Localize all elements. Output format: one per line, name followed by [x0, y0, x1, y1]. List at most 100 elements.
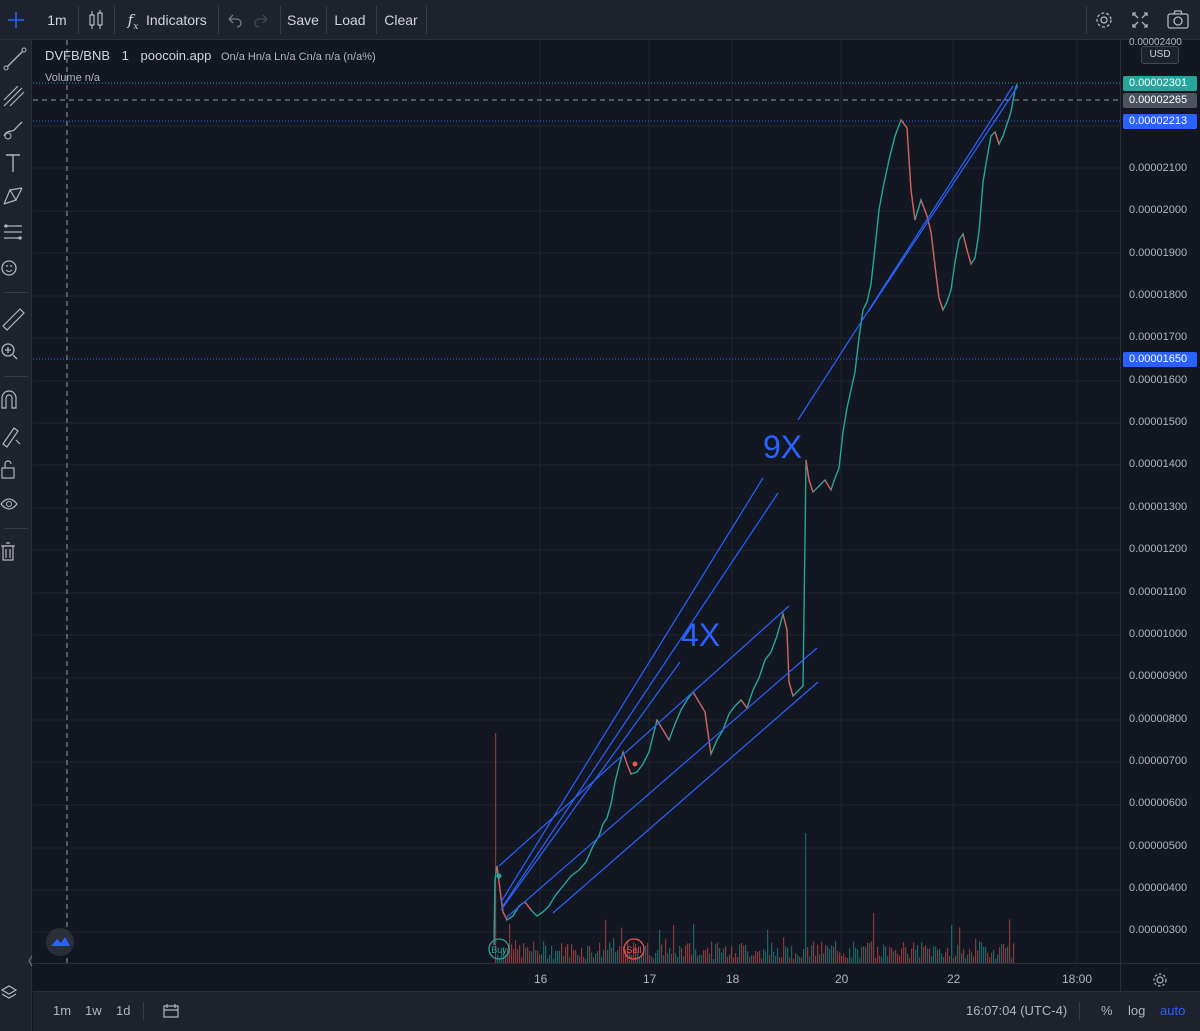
auto-scale-button[interactable]: auto [1160, 1003, 1186, 1018]
eye-icon[interactable] [0, 488, 32, 518]
trend-line [502, 492, 779, 907]
fullscreen-icon[interactable] [1126, 0, 1154, 40]
sell-marker[interactable]: Sell [623, 938, 645, 960]
volume-bar [905, 947, 907, 963]
save-button[interactable]: Save [287, 12, 319, 28]
volume-bar [507, 948, 509, 963]
volume-bar [839, 952, 841, 963]
volume-bar [803, 948, 805, 963]
volume-bar [715, 943, 717, 963]
volume-bar [963, 949, 965, 963]
text-tool-icon[interactable] [0, 148, 32, 178]
volume-bar [617, 949, 619, 963]
currency-button[interactable]: USD [1141, 46, 1179, 64]
percent-scale-button[interactable]: % [1101, 1003, 1113, 1018]
redo-icon[interactable] [250, 0, 274, 40]
smiley-icon[interactable] [0, 252, 32, 282]
volume-bar [859, 957, 861, 963]
price-tick-label: 0.00001400 [1129, 458, 1188, 471]
clock-readout[interactable]: 16:07:04 (UTC-4) [966, 1003, 1068, 1018]
volume-bar [675, 952, 677, 963]
price-tick-label: 0.00000400 [1129, 881, 1188, 894]
volume-bar [579, 956, 581, 963]
lock-drawings-icon[interactable] [0, 420, 32, 450]
indicators-button[interactable]: Indicators [146, 12, 207, 28]
interval-button[interactable]: 1m [47, 12, 67, 28]
volume-bar [871, 941, 873, 963]
tradingview-logo-icon[interactable] [46, 928, 74, 956]
volume-bar [855, 947, 857, 963]
collapse-sidebar-icon[interactable] [26, 946, 34, 976]
pitchfork-tool-icon[interactable] [0, 80, 32, 110]
volume-bar [835, 940, 837, 963]
time-axis[interactable]: 16 17 18 20 22 18:00 [33, 963, 1120, 991]
price-tick-top: 0.00002400 [1129, 37, 1182, 48]
clear-button[interactable]: Clear [384, 12, 418, 28]
function-icon[interactable]: fx [127, 11, 139, 32]
symbol-name[interactable]: DVFB/BNB [45, 48, 111, 63]
trend-line-tool-icon[interactable] [0, 44, 32, 74]
volume-bar [707, 947, 709, 963]
buy-marker[interactable]: Buy [488, 938, 510, 960]
log-scale-button[interactable]: log [1128, 1003, 1146, 1018]
trash-icon[interactable] [0, 536, 32, 566]
price-tick-label: 0.00000600 [1129, 797, 1188, 810]
load-button[interactable]: Load [334, 12, 366, 28]
volume-bar [783, 937, 785, 963]
volume-bar [947, 947, 949, 963]
volume-bar [623, 946, 625, 963]
volume-bar [933, 946, 935, 963]
range-1d-button[interactable]: 1d [116, 1003, 131, 1018]
price-chart[interactable]: 9X 4X Buy Sell [33, 40, 1120, 963]
magnet-icon[interactable] [0, 384, 32, 414]
camera-icon[interactable] [1162, 0, 1194, 40]
settings-gear-icon[interactable] [1090, 0, 1118, 40]
volume-bar [953, 958, 955, 963]
volume-bar [599, 942, 601, 963]
range-1w-button[interactable]: 1w [85, 1003, 102, 1018]
bottom-toolbar: 1m 1w 1d 16:07:04 (UTC-4) % log auto [33, 991, 1200, 1031]
price-tick-label: 0.00000300 [1129, 924, 1188, 937]
volume-bar [601, 956, 603, 963]
price-series-line [493, 83, 1018, 946]
axis-settings-gear-icon[interactable] [1121, 964, 1200, 992]
candlestick-icon[interactable] [80, 0, 112, 40]
zoom-in-icon[interactable] [0, 336, 32, 366]
volume-bar [587, 945, 589, 963]
volume-bar [533, 941, 535, 963]
pattern-tool-icon[interactable] [0, 182, 32, 212]
time-tick: 20 [835, 972, 849, 986]
range-1m-button[interactable]: 1m [53, 1003, 72, 1018]
date-range-icon[interactable] [161, 992, 181, 1030]
price-axis[interactable]: 0.00002400 USD 0.00002100 0.00002000 0.000… [1120, 37, 1200, 963]
volume-bar [769, 954, 771, 963]
volume-bar [737, 957, 739, 963]
volume-bar [961, 953, 963, 963]
volume-bar [669, 947, 671, 963]
volume-bar [681, 948, 683, 963]
volume-bar [535, 950, 537, 963]
volume-bar [1013, 943, 1015, 963]
volume-bar [971, 952, 973, 963]
volume-bar [817, 944, 819, 963]
volume-bar [987, 952, 989, 963]
lock-icon[interactable] [0, 454, 32, 484]
volume-bar [627, 941, 629, 963]
volume-bar [753, 955, 755, 963]
volume-bar [683, 956, 685, 963]
volume-bar [993, 949, 995, 963]
volume-bar [911, 948, 913, 963]
brush-tool-icon[interactable] [0, 114, 32, 144]
time-tick: 16 [534, 972, 548, 986]
object-tree-icon[interactable] [0, 978, 32, 1008]
forecast-tool-icon[interactable] [0, 216, 32, 246]
crosshair-tool-icon[interactable] [0, 0, 32, 40]
volume-bar [829, 948, 831, 963]
volume-bar [969, 949, 971, 963]
volume-bar [959, 927, 961, 963]
volume-bar [921, 942, 923, 963]
ruler-icon[interactable] [0, 302, 32, 332]
volume-bar [499, 957, 501, 963]
volume-bar [781, 957, 783, 963]
undo-icon[interactable] [222, 0, 246, 40]
